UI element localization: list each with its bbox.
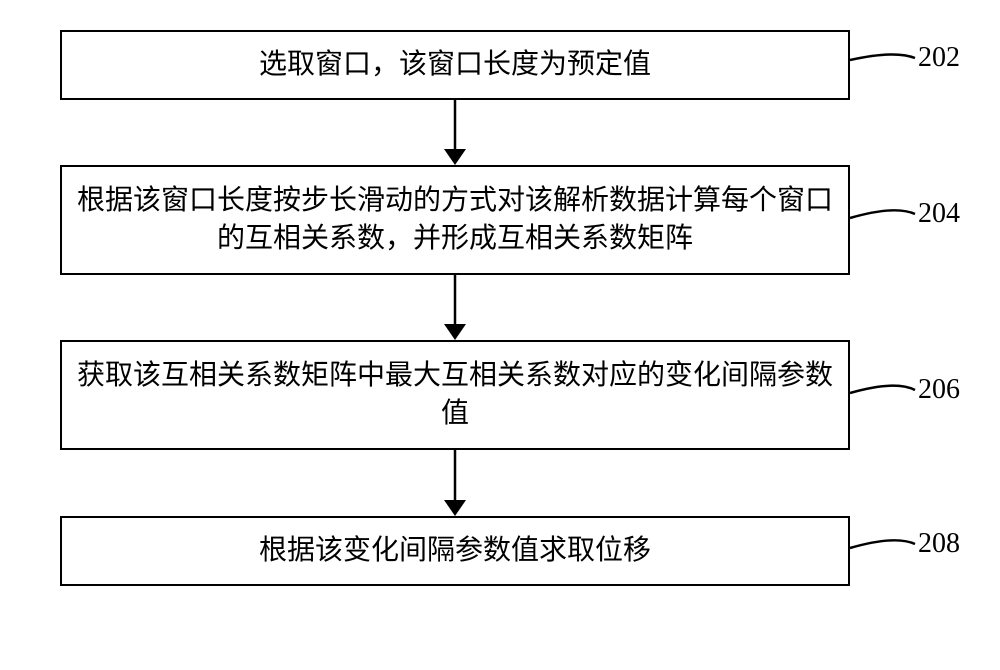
leader-4 (850, 540, 915, 548)
edge-3-4 (444, 450, 466, 516)
leader-2 (850, 210, 915, 218)
edge-2-3 (444, 275, 466, 340)
leader-3 (850, 386, 915, 393)
flowchart-connectors (0, 0, 1000, 670)
leader-1 (850, 54, 915, 60)
flowchart-canvas: 选取窗口，该窗口长度为预定值 202 根据该窗口长度按步长滑动的方式对该解析数据… (0, 0, 1000, 670)
edge-1-2 (444, 100, 466, 165)
